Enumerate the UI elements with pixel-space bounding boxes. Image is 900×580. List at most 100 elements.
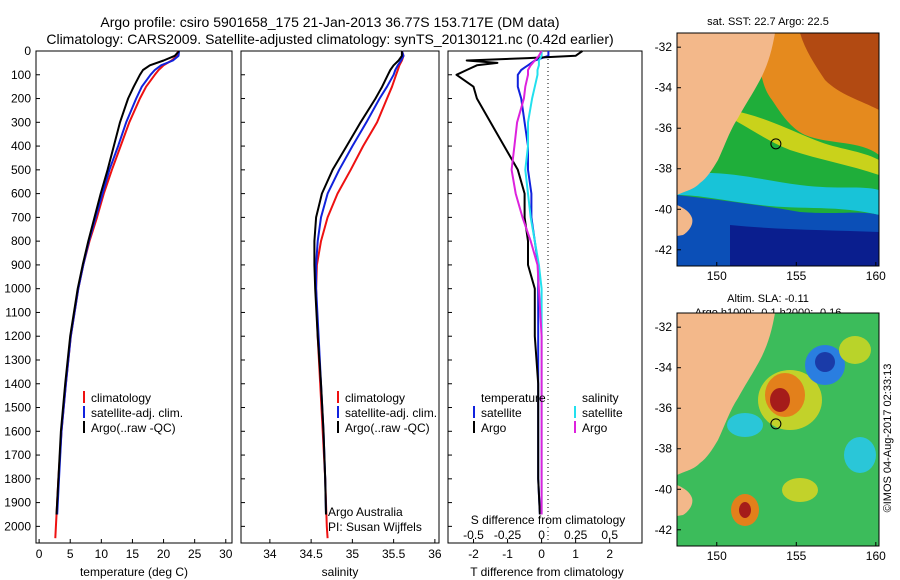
t-difference-x-axis: -2 -1 0 1 2 bbox=[468, 539, 613, 561]
y-tick-label: 1600 bbox=[4, 424, 31, 438]
sla-yellow-east bbox=[839, 336, 871, 364]
series-line-satellite-adj-clim- bbox=[56, 50, 181, 515]
y-tick-label: 1100 bbox=[5, 305, 31, 319]
map-y-tick-label: -42 bbox=[655, 523, 673, 537]
map-y-tick-label: -34 bbox=[655, 361, 673, 375]
sla-coastline-land bbox=[677, 313, 775, 475]
sla-yellow-south bbox=[782, 478, 818, 502]
sst-coastline-land bbox=[677, 33, 775, 195]
y-tick-label: 2000 bbox=[4, 519, 31, 533]
s-tick-label: 0.25 bbox=[564, 528, 588, 542]
y-tick-label: 1000 bbox=[4, 282, 31, 296]
y-tick-label: 500 bbox=[11, 163, 31, 177]
x-tick-label: 35.5 bbox=[382, 547, 406, 561]
x-tick-label: 34 bbox=[263, 547, 277, 561]
legend-t-satellite: satellite bbox=[481, 406, 522, 420]
x-tick-label: 20 bbox=[157, 547, 171, 561]
map-x-tick-label: 160 bbox=[866, 549, 886, 563]
x-tick-label: 1 bbox=[572, 547, 579, 561]
legend-satellite: satellite-adj. clim. bbox=[91, 406, 183, 420]
s-difference-xlabel: S difference from climatology bbox=[471, 513, 626, 527]
y-tick-label: 1400 bbox=[4, 377, 31, 391]
map-x-tick-label: 155 bbox=[786, 549, 806, 563]
legend-s-satellite: satellite bbox=[582, 406, 623, 420]
sla-red-south bbox=[739, 502, 751, 518]
sst-tasmania-land bbox=[677, 205, 693, 236]
x-tick-label: -2 bbox=[468, 547, 479, 561]
y-tick-label: 1700 bbox=[4, 448, 31, 462]
map-y-tick-label: -38 bbox=[655, 162, 673, 176]
sst-map-title: sat. SST: 22.7 Argo: 22.5 bbox=[707, 16, 829, 28]
sst-map-axes: 150 155 160 -32 -34 -36 -38 -40 -42 bbox=[655, 40, 886, 283]
map-x-tick-label: 160 bbox=[866, 269, 886, 283]
salinity-pressure-ticks bbox=[241, 50, 245, 527]
x-tick-label: 5 bbox=[67, 547, 74, 561]
difference-legend: temperature salinity satellite Argo sate… bbox=[473, 391, 623, 435]
salinity-legend: climatology satellite-adj. clim. Argo(..… bbox=[337, 391, 437, 435]
series-line-satellite-adj-clim- bbox=[315, 50, 405, 515]
s-tick-label: 0 bbox=[538, 528, 545, 542]
annotation-argo-australia: Argo Australia bbox=[328, 505, 403, 519]
annotation-pi: PI: Susan Wijffels bbox=[328, 520, 422, 534]
temperature-legend: climatology satellite-adj. clim. Argo(..… bbox=[83, 391, 183, 435]
x-tick-label: 35 bbox=[346, 547, 360, 561]
temperature-x-axis: 0 5 10 15 20 25 30 bbox=[36, 539, 233, 561]
s-difference-x-axis: -0.5 -0.25 0 0.25 0.5 bbox=[463, 528, 618, 542]
temperature-panel: 0100200300400500600700800900100011001200… bbox=[4, 44, 232, 579]
difference-axes-frame bbox=[447, 50, 643, 544]
sla-tasmania-land bbox=[677, 485, 693, 516]
map-y-tick-label: -32 bbox=[655, 320, 673, 334]
map-y-tick-label: -38 bbox=[655, 442, 673, 456]
s-tick-label: -0.5 bbox=[463, 528, 484, 542]
series-line-argo-raw-qc- bbox=[55, 50, 180, 515]
map-y-tick-label: -34 bbox=[655, 81, 673, 95]
y-tick-label: 300 bbox=[11, 115, 31, 129]
map-y-tick-label: -36 bbox=[655, 121, 673, 135]
sla-cyan-patch bbox=[727, 413, 763, 437]
x-tick-label: 36 bbox=[428, 547, 442, 561]
legend-s-argo: Argo bbox=[582, 421, 608, 435]
y-tick-label: 1300 bbox=[4, 353, 31, 367]
map-x-tick-label: 155 bbox=[786, 269, 806, 283]
temperature-series bbox=[54, 50, 181, 539]
series-line-s-argo bbox=[510, 50, 543, 515]
series-line-climatology bbox=[54, 50, 179, 539]
sla-blue-core bbox=[815, 352, 835, 372]
x-tick-label: 10 bbox=[95, 547, 109, 561]
sla-map: Altim. SLA: -0.11 Argo h1000: -0.1 h2000… bbox=[655, 293, 886, 563]
sla-map-frame bbox=[676, 312, 880, 547]
y-tick-label: 900 bbox=[11, 258, 31, 272]
sla-map-title: Altim. SLA: -0.11 bbox=[727, 293, 809, 305]
sla-map-axes: 150 155 160 -32 -34 -36 -38 -40 -42 bbox=[655, 320, 886, 563]
x-tick-label: 0 bbox=[36, 547, 43, 561]
y-tick-label: 1500 bbox=[4, 401, 31, 415]
map-y-tick-label: -40 bbox=[655, 482, 673, 496]
sst-hot-core bbox=[800, 33, 879, 110]
y-tick-label: 1900 bbox=[4, 496, 31, 510]
sst-float-marker bbox=[770, 138, 782, 150]
sla-cyan-east bbox=[844, 437, 876, 473]
x-tick-label: 2 bbox=[606, 547, 613, 561]
salinity-x-axis: 34 34.5 35 35.5 36 bbox=[263, 539, 442, 561]
temperature-axes-frame bbox=[35, 50, 233, 544]
y-tick-label: 700 bbox=[11, 210, 31, 224]
legend-argo: Argo(..raw -QC) bbox=[91, 421, 176, 435]
map-x-tick-label: 150 bbox=[707, 549, 727, 563]
map-y-tick-label: -40 bbox=[655, 202, 673, 216]
x-tick-label: 34.5 bbox=[299, 547, 323, 561]
temperature-xlabel: temperature (deg C) bbox=[80, 565, 188, 579]
title-line-2: Climatology: CARS2009. Satellite-adjuste… bbox=[46, 31, 613, 47]
x-tick-label: 0 bbox=[538, 547, 545, 561]
series-line-argo-raw-qc- bbox=[313, 51, 403, 515]
difference-pressure-ticks bbox=[448, 50, 452, 527]
y-tick-label: 600 bbox=[11, 187, 31, 201]
sst-map-frame bbox=[676, 32, 880, 267]
x-tick-label: 15 bbox=[126, 547, 140, 561]
legend-temperature-header: temperature bbox=[481, 391, 546, 405]
sst-yellow-band bbox=[730, 110, 879, 175]
y-tick-label: 0 bbox=[24, 44, 31, 58]
y-tick-label: 1200 bbox=[4, 329, 31, 343]
sla-red-core bbox=[770, 388, 790, 412]
salinity-xlabel: salinity bbox=[322, 565, 359, 579]
